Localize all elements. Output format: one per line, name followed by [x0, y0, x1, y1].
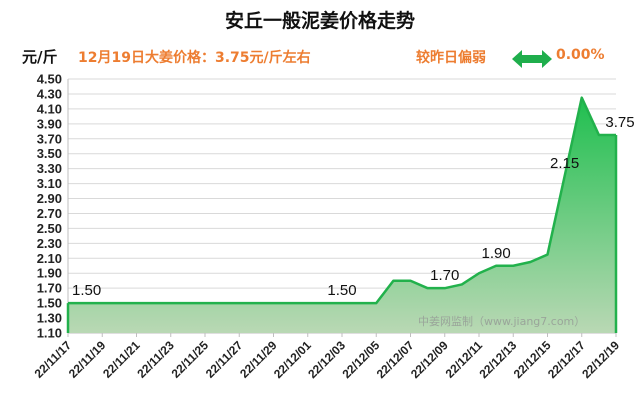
double-arrow-icon: [512, 50, 552, 68]
y-tick-label: 3.30: [37, 161, 62, 176]
y-tick-labels: 1.101.301.501.701.902.102.302.502.702.90…: [37, 72, 62, 341]
y-tick-label: 2.10: [37, 251, 62, 266]
watermark: 中姜网监制（www.jiang7.com）: [418, 315, 586, 328]
y-tick-label: 3.90: [37, 116, 62, 131]
x-tick-label: 22/11/27: [203, 338, 246, 381]
price-note: 12月19日大姜价格：3.75元/斤左右: [78, 50, 311, 66]
y-tick-label: 2.30: [37, 236, 62, 251]
y-tick-label: 2.50: [37, 221, 62, 236]
y-tick-label: 3.70: [37, 131, 62, 146]
change-value: 0.00%: [556, 47, 605, 63]
data-labels: 1.50 1.50 1.70 1.90 2.15 3.75: [72, 114, 635, 299]
x-tick-labels: 22/11/1722/11/1922/11/2122/11/2322/11/25…: [32, 338, 623, 381]
y-tick-label: 3.50: [37, 146, 62, 161]
data-label: 1.90: [482, 245, 511, 262]
y-tick-label: 2.70: [37, 206, 62, 221]
data-label: 1.50: [72, 282, 101, 299]
y-tick-label: 4.50: [37, 72, 62, 87]
series-line: [68, 96, 616, 305]
x-tick-label: 22/11/19: [66, 338, 109, 381]
x-tick-label: 22/11/23: [134, 338, 177, 381]
data-label: 3.75: [605, 114, 634, 131]
data-label: 1.70: [430, 267, 459, 284]
x-tick-label: 22/11/21: [100, 338, 143, 381]
x-tick-label: 22/12/19: [579, 338, 622, 381]
y-tick-label: 2.90: [37, 191, 62, 206]
y-tick-label: 1.90: [37, 266, 62, 281]
data-label: 1.50: [327, 282, 356, 299]
area-layer: [66, 96, 618, 334]
y-tick-label: 3.10: [37, 176, 62, 191]
x-tick-label: 22/11/25: [169, 338, 212, 381]
y-tick-label: 1.10: [37, 326, 62, 341]
y-tick-label: 1.50: [37, 296, 62, 311]
chart-title: 安丘一般泥姜价格走势: [224, 10, 415, 32]
data-label: 2.15: [550, 155, 579, 172]
compare-label: 较昨日偏弱: [416, 50, 486, 66]
x-tick-label: 22/12/09: [408, 338, 451, 381]
unit-label: 元/斤: [22, 48, 58, 66]
x-tick-label: 22/11/17: [32, 338, 75, 381]
y-tick-label: 1.30: [37, 311, 62, 326]
y-tick-label: 4.10: [37, 101, 62, 116]
y-tick-label: 1.70: [37, 281, 62, 296]
y-tick-label: 4.30: [37, 86, 62, 101]
